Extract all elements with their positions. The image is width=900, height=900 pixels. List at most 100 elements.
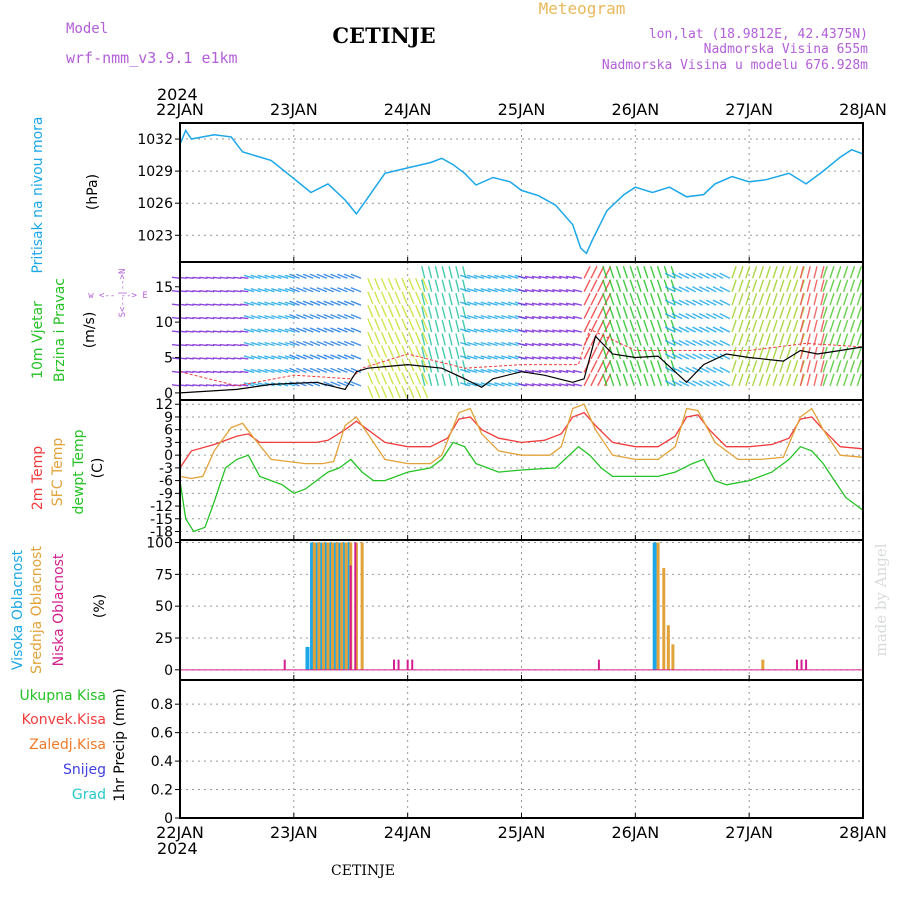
wind-barb (772, 319, 778, 333)
wind-barb (602, 373, 608, 387)
wind-barb (583, 279, 591, 293)
wind-barb (622, 292, 629, 306)
wind-barb (271, 368, 282, 374)
wind-barb (602, 346, 608, 360)
wind-barb (219, 370, 228, 374)
wind-barb (487, 341, 498, 347)
wind-barb (799, 279, 805, 292)
wind-barb (813, 279, 818, 292)
wind-barb (738, 266, 744, 279)
wind-barb (590, 333, 598, 346)
mid-cloud-bar (354, 542, 358, 670)
wind-barb (650, 306, 656, 319)
wind-barb (518, 289, 528, 293)
wind-barb (552, 302, 562, 306)
wind-barb (765, 279, 771, 292)
wind-barb (629, 266, 635, 279)
wind-barb (664, 339, 676, 347)
wind-barb (849, 306, 856, 319)
wind-barb (671, 272, 683, 279)
wind-barb (367, 278, 374, 291)
wind-barb (441, 292, 446, 306)
wind-barb (705, 286, 717, 293)
wind-barb (820, 333, 825, 346)
wind-barb (643, 279, 649, 292)
wind-barb (408, 318, 415, 331)
wind-barb (531, 356, 542, 360)
wind-barb (738, 319, 744, 333)
wind-barb (699, 272, 710, 279)
wind-barb (678, 339, 690, 347)
wind-barb (772, 279, 778, 292)
wind-barb (699, 339, 710, 347)
wind-barb (233, 290, 242, 293)
mid-cloud-bar (671, 644, 675, 670)
wind-barb (583, 373, 591, 387)
wind-barb (751, 333, 758, 346)
wind-barb (408, 278, 415, 291)
wind-barb (622, 346, 629, 360)
wind-barb (609, 279, 615, 292)
wind-barb (799, 346, 805, 360)
wind-barb (745, 373, 751, 387)
wind-barb (678, 326, 690, 333)
wind-barb (257, 288, 268, 293)
wind-barb (699, 326, 710, 333)
wind-barb (387, 291, 394, 304)
wind-barb (240, 290, 249, 293)
wind-barb (719, 312, 731, 320)
wind-barb-field (171, 265, 862, 399)
wind-barb (243, 382, 255, 387)
wind-barb (192, 357, 201, 360)
wind-barb (171, 290, 181, 293)
wind-barb (296, 381, 307, 387)
wind-barb (374, 318, 381, 331)
wind-barb (597, 319, 605, 333)
wind-barb (473, 355, 485, 360)
wind-barb (480, 328, 491, 333)
wind-barb (367, 358, 374, 372)
wind-barb (806, 292, 811, 306)
wind-barb (394, 372, 401, 385)
wind-barb (719, 353, 731, 360)
wind-barb (380, 385, 388, 399)
wind-barb (751, 279, 758, 292)
wind-barb (609, 306, 615, 319)
wind-barb (414, 385, 422, 399)
temp-2m-line (179, 411, 864, 469)
wind-barb (473, 368, 485, 374)
wind-barb (441, 306, 446, 319)
wind-barb (524, 302, 535, 306)
wind-barb (663, 319, 670, 333)
precip-legend-frz: Zaledj.Kisa (29, 737, 106, 753)
wind-barb (806, 373, 811, 387)
wind-barb (629, 319, 635, 333)
wind-barb (394, 331, 401, 345)
wind-barb (765, 319, 771, 333)
wind-barb (296, 354, 307, 360)
wind-barb (656, 373, 663, 387)
wind-barb (615, 346, 622, 360)
wind-barb (758, 346, 765, 360)
y-tick-label: -3 (159, 461, 173, 477)
wind-barb (233, 303, 242, 306)
wind-barb (806, 279, 811, 292)
wind-barb (656, 319, 663, 333)
wind-barb (466, 355, 478, 360)
wind-barb (678, 299, 690, 306)
wind-barb (842, 292, 849, 306)
wind-barb (719, 366, 731, 374)
wind-barb (856, 373, 862, 387)
wind-barb (650, 319, 656, 333)
wind-barb (799, 266, 805, 279)
wind-barb (257, 368, 268, 374)
wind-barb (243, 301, 255, 306)
y-tick-label: 75 (155, 567, 173, 583)
wind-barb (507, 341, 519, 347)
wind-barb (671, 380, 683, 387)
wind-barb (507, 274, 519, 279)
wind-barb (552, 315, 562, 320)
wind-barb (387, 331, 394, 345)
wind-barb (434, 360, 440, 373)
wind-barb (206, 384, 215, 387)
